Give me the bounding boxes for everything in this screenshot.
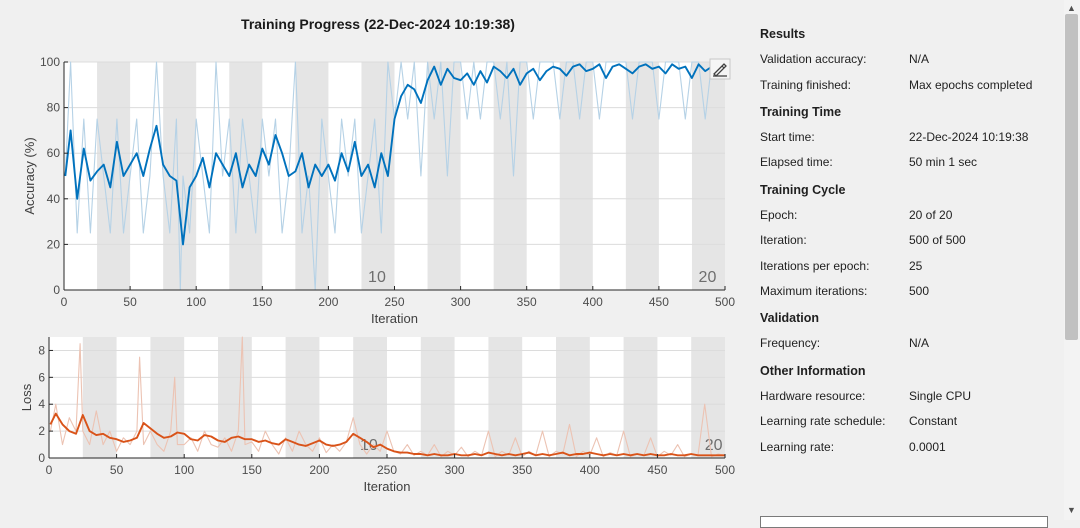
scroll-down-icon[interactable]: ▼ <box>1067 505 1076 515</box>
loss-epoch-band <box>556 337 590 458</box>
maximum-iterations-label: Maximum iterations: <box>760 284 868 298</box>
loss-epoch-label: 20 <box>705 437 723 454</box>
accuracy-epoch-band <box>559 62 593 290</box>
vertical-scrollbar[interactable]: ▲ ▼ <box>1064 0 1080 520</box>
accuracy-chart: 10 200 50 100 150 200 250 300 350 400 450 500020406… <box>22 55 735 326</box>
frequency-label: Frequency: <box>760 336 821 350</box>
accuracy-y-tick-label: 0 <box>53 283 60 297</box>
loss-epoch-band <box>488 337 523 458</box>
accuracy-x-tick-label: 200 <box>318 295 338 309</box>
start-time-label: Start time: <box>760 130 815 144</box>
accuracy-y-tick-label: 100 <box>40 55 60 69</box>
loss-epoch-band <box>623 337 658 458</box>
loss-chart: 10 200 50 100 150 200 250 300 350 400 450 50002468I… <box>19 336 735 494</box>
learning-rate-value: 0.0001 <box>909 440 946 454</box>
loss-x-tick-label: 500 <box>715 463 735 477</box>
accuracy-epoch-label: 10 <box>368 269 386 286</box>
accuracy-x-tick-label: 350 <box>517 295 537 309</box>
loss-x-axis-label: Iteration <box>364 479 411 494</box>
export-plot-icon[interactable] <box>709 58 731 80</box>
loss-x-tick-label: 400 <box>580 463 600 477</box>
start-time-value: 22-Dec-2024 10:19:38 <box>909 130 1029 144</box>
collapsed-panel-box[interactable] <box>760 516 1048 528</box>
elapsed-time-label: Elapsed time: <box>760 155 833 169</box>
accuracy-y-tick-label: 80 <box>47 101 61 115</box>
loss-x-tick-label: 0 <box>46 463 53 477</box>
iterations-per-epoch-label: Iterations per epoch: <box>760 259 870 273</box>
loss-epoch-band <box>285 337 320 458</box>
validation-heading: Validation <box>760 311 820 325</box>
loss-x-tick-label: 50 <box>110 463 124 477</box>
loss-y-axis-label: Loss <box>19 383 34 411</box>
iterations-per-epoch-value: 25 <box>909 259 923 273</box>
loss-epoch-band <box>420 337 455 458</box>
training-finished-value: Max epochs completed <box>909 78 1033 92</box>
loss-x-tick-label: 100 <box>174 463 194 477</box>
loss-y-tick-label: 4 <box>38 397 45 411</box>
accuracy-x-tick-label: 150 <box>252 295 272 309</box>
accuracy-raw-line <box>64 61 719 291</box>
chart-title: Training Progress (22-Dec-2024 10:19:38) <box>241 16 515 32</box>
loss-x-tick-label: 250 <box>377 463 397 477</box>
scroll-up-icon[interactable]: ▲ <box>1067 3 1076 13</box>
accuracy-x-axis-label: Iteration <box>371 311 418 326</box>
accuracy-y-tick-label: 20 <box>47 237 61 251</box>
frequency-value: N/A <box>909 336 930 350</box>
other-information-heading: Other Information <box>760 364 866 378</box>
accuracy-x-tick-label: 50 <box>123 295 137 309</box>
accuracy-y-axis-label: Accuracy (%) <box>22 137 37 214</box>
training-time-heading: Training Time <box>760 105 842 119</box>
learning-rate-schedule-value: Constant <box>909 414 958 428</box>
loss-x-tick-label: 350 <box>512 463 532 477</box>
accuracy-x-tick-label: 400 <box>583 295 603 309</box>
accuracy-x-tick-label: 500 <box>715 295 735 309</box>
accuracy-x-tick-label: 0 <box>61 295 68 309</box>
accuracy-x-tick-label: 300 <box>451 295 471 309</box>
loss-epoch-band <box>691 337 725 458</box>
loss-x-tick-label: 150 <box>242 463 262 477</box>
validation-accuracy-value: N/A <box>909 52 930 66</box>
training-finished-label: Training finished: <box>760 78 851 92</box>
hardware-resource-value: Single CPU <box>909 389 972 403</box>
elapsed-time-value: 50 min 1 sec <box>909 155 978 169</box>
loss-x-tick-label: 300 <box>445 463 465 477</box>
accuracy-epoch-label: 20 <box>699 269 717 286</box>
loss-y-tick-label: 8 <box>38 343 45 357</box>
accuracy-epoch-band <box>691 62 725 290</box>
loss-x-tick-label: 450 <box>647 463 667 477</box>
learning-rate-schedule-label: Learning rate schedule: <box>760 414 886 428</box>
loss-y-tick-label: 2 <box>38 424 45 438</box>
accuracy-epoch-band <box>493 62 527 290</box>
accuracy-y-tick-label: 60 <box>47 146 61 160</box>
loss-y-tick-label: 6 <box>38 370 45 384</box>
loss-y-tick-label: 0 <box>38 451 45 465</box>
accuracy-epoch-band <box>625 62 659 290</box>
learning-rate-label: Learning rate: <box>760 440 835 454</box>
loss-smoothed-line <box>49 412 725 457</box>
epoch-value: 20 of 20 <box>909 208 953 222</box>
iteration-label: Iteration: <box>760 233 807 247</box>
epoch-label: Epoch: <box>760 208 798 222</box>
loss-x-tick-label: 200 <box>309 463 329 477</box>
iteration-value: 500 of 500 <box>909 233 966 247</box>
validation-accuracy-label: Validation accuracy: <box>760 52 867 66</box>
results-heading: Results <box>760 27 806 41</box>
training-cycle-heading: Training Cycle <box>760 183 846 197</box>
hardware-resource-label: Hardware resource: <box>760 389 866 403</box>
accuracy-x-tick-label: 450 <box>649 295 669 309</box>
loss-epoch-band <box>82 337 117 458</box>
accuracy-epoch-band <box>427 62 461 290</box>
scrollbar-thumb[interactable] <box>1065 14 1078 340</box>
maximum-iterations-value: 500 <box>909 284 930 298</box>
accuracy-smoothed-line <box>64 63 719 246</box>
accuracy-y-tick-label: 40 <box>47 192 61 206</box>
accuracy-x-tick-label: 250 <box>384 295 404 309</box>
accuracy-x-tick-label: 100 <box>186 295 206 309</box>
